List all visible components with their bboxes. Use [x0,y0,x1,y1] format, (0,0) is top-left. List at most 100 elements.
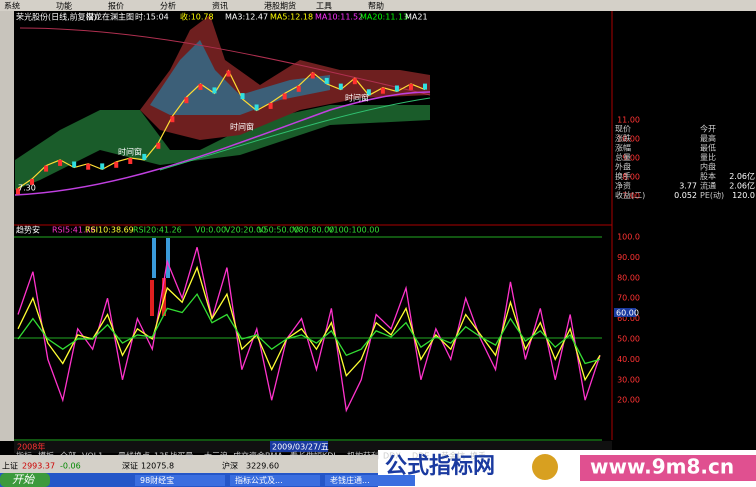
task-button[interactable] [325,475,415,486]
indicator-legend: V50:50.00 [258,226,299,235]
candle [352,78,357,85]
price-axis-label: 7.00 [622,192,640,201]
status-item: 12075.8 [141,462,174,471]
watermark-logo [532,454,558,480]
status-item: 深证 [122,462,138,471]
start-button[interactable] [0,473,50,487]
candle [156,142,161,149]
candle [212,87,217,94]
candle [423,83,427,90]
quote-label: 涨跌 [615,133,631,143]
quote-label: 最高 [700,133,716,143]
quote-label: 内盘 [700,162,716,172]
candle [58,159,63,166]
tab[interactable]: 黄金坑 [441,451,465,461]
menu-item: 帮助 [368,1,384,11]
annotation: 时间窗 [345,93,369,103]
indicator-axis-label: 60.00 [617,314,640,323]
header-item: MA3:12.47 [225,13,268,22]
date-cursor: 2009/03/27/五 [272,443,329,452]
indicator-legend: RSI10:38.69 [85,226,134,235]
header-item: MA10:11.52 [315,13,363,22]
quote-label: 换手 [615,171,631,181]
price-axis-label: 8.00 [622,173,640,182]
quote-value: 2.06亿 [729,181,755,191]
quote-label: 今开 [700,124,716,134]
candle [142,153,147,160]
indicator-legend: V80:80.00 [293,226,334,235]
candle [100,163,105,170]
tab[interactable]: VOL1 [82,452,103,461]
indicator-axis-label: 100.0 [617,233,640,242]
tab[interactable]: 机构获利 [347,451,379,461]
annotation: 时间窗 [230,122,254,132]
candle [30,178,35,185]
ma-line [19,27,431,96]
quote-value: 120.0 [732,191,755,200]
close-line [17,69,426,189]
tab[interactable]: 全部 [60,451,76,461]
ma-line [14,91,431,196]
price-axis-label: 11.00 [617,116,640,125]
green-band [15,105,430,190]
menu-item: 工具 [316,2,332,11]
formula-name: 潜龙在渊主图 [86,12,134,22]
candle [394,85,399,92]
url-banner [580,455,756,481]
candle [380,87,385,94]
task-button[interactable] [135,475,225,486]
ma-line [159,97,431,171]
rsi-line [17,247,601,413]
task-label[interactable]: 指标公式及... [235,475,283,485]
marker-label: 60.00 [616,309,639,318]
candle [72,161,77,168]
quote-label: 外盘 [615,162,631,172]
quote-label: 股本 [700,171,716,181]
menu-item: 系统 [4,1,20,11]
header-item: 收:10.78 [180,12,214,22]
marker-box [614,308,636,317]
indicator-axis-label: 40.00 [617,355,640,364]
candle [44,165,49,172]
indicator-axis-label: 90.00 [617,253,640,262]
candle [198,83,203,90]
menu-item: 功能 [56,1,72,11]
indicator-axis-label: 80.00 [617,273,640,282]
quote-label: 量比 [700,152,716,162]
indicator-legend: RSI5:41.76 [52,226,96,235]
quote-label: 总量 [615,152,631,162]
task-label[interactable]: 98财经宝 [140,475,174,485]
tab[interactable]: DDE [412,452,429,461]
tab[interactable]: 换手 [470,451,486,461]
candle [114,161,119,168]
tab[interactable]: 大三浪 [204,451,228,461]
candle [366,89,371,96]
start-label[interactable]: 开始 [12,473,35,486]
tab[interactable]: 量线换点 [118,451,150,461]
tab[interactable]: 135战买量 [154,451,193,461]
candle [226,70,231,77]
task-button[interactable] [230,475,320,486]
tab[interactable]: DDX [383,452,401,461]
indicator-axis-label: 30.00 [617,375,640,384]
tab[interactable]: 成交资金BMA [233,451,283,461]
menu-item: 资讯 [212,1,228,11]
candle [338,83,343,90]
tab[interactable]: 模板 [38,451,54,461]
task-label[interactable]: 老钱庄通... [330,475,370,485]
candle [296,85,301,92]
left-toolbar [0,11,14,441]
indicator-legend: V20:20.00 [225,226,266,235]
header-item: 时:15:04 [135,12,169,22]
candle [268,102,273,109]
price-axis-label: 9.00 [622,154,640,163]
annotation: 时间窗 [118,147,142,157]
tab[interactable]: 指标 [16,451,32,461]
candle [184,97,189,104]
tab[interactable]: 看长做短KDJ [290,451,336,461]
indicator-legend: RSI20:41.26 [133,226,182,235]
watermark-url: www.9m8.cn [590,455,734,479]
menu-bar [0,0,756,11]
header-item: MA5:12.18 [270,13,313,22]
